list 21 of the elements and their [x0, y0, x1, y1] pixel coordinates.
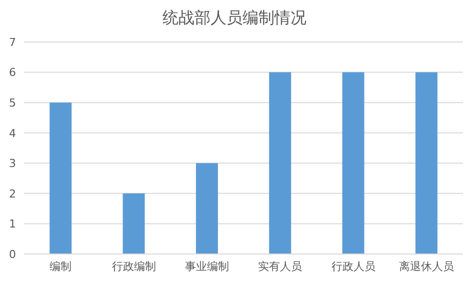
x-tick-label: 实有人员: [258, 260, 302, 273]
y-tick-label: 3: [9, 157, 16, 170]
x-tick-label: 编制: [50, 260, 72, 273]
bar: [122, 193, 145, 254]
x-tick-label: 离退休人员: [398, 260, 454, 273]
y-tick-label: 1: [9, 218, 16, 231]
y-tick-label: 0: [9, 248, 16, 261]
y-tick-label: 4: [9, 126, 16, 140]
bar: [415, 72, 438, 254]
y-tick-label: 5: [9, 96, 16, 110]
x-tick-label: 行政人员: [331, 260, 376, 273]
y-tick-label: 2: [9, 187, 16, 200]
x-tick-label: 事业编制: [184, 260, 229, 273]
bar: [342, 72, 364, 254]
y-tick-label: 6: [9, 66, 16, 80]
y-tick-label: 7: [9, 36, 16, 49]
bar: [269, 72, 292, 254]
chart-title: 统战部人员编制情况: [162, 8, 308, 29]
x-tick-label: 行政编制: [112, 260, 156, 273]
bar: [50, 102, 72, 254]
bar: [196, 163, 218, 254]
